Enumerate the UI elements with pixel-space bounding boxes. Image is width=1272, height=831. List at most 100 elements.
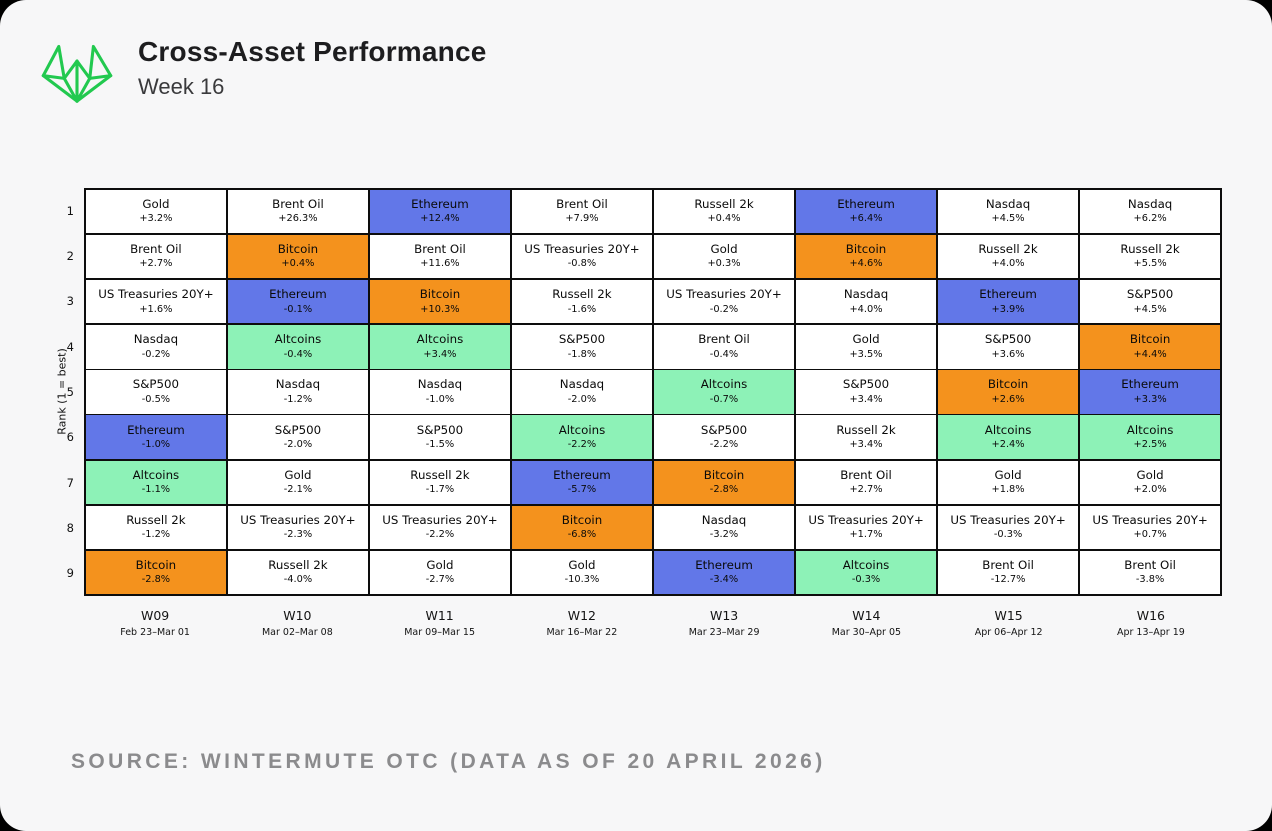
asset-change: +2.0%: [1133, 484, 1167, 496]
cell-w12-rank-9: Gold -10.3%: [511, 550, 653, 595]
cell-w10-rank-9: Russell 2k -4.0%: [227, 550, 369, 595]
asset-name: US Treasuries 20Y+: [382, 512, 498, 527]
asset-name: Nasdaq: [985, 196, 1031, 211]
asset-change: +2.7%: [849, 484, 883, 496]
week-label: W13: [709, 608, 739, 623]
asset-name: Bitcoin: [987, 377, 1029, 392]
rank-tick-7: 7: [66, 475, 74, 490]
asset-change: -3.2%: [709, 529, 739, 541]
asset-name: Gold: [568, 558, 596, 572]
cell-w09-rank-7: Altcoins -1.1%: [85, 460, 227, 504]
cell-w14-rank-2: Bitcoin +4.6%: [795, 234, 937, 279]
cell-w14-rank-6: Russell 2k +3.4%: [795, 415, 937, 459]
asset-name: US Treasuries 20Y+: [1092, 512, 1208, 527]
asset-change: +4.5%: [991, 213, 1025, 225]
cell-w10-rank-7: Gold -2.1%: [227, 460, 369, 504]
wintermute-logo-icon: [41, 44, 113, 103]
x-tick-w09: W09 Feb 23–Mar 01: [84, 608, 226, 638]
week-label: W15: [994, 608, 1023, 623]
cell-w15-rank-1: Nasdaq +4.5%: [937, 189, 1079, 234]
asset-change: -0.3%: [851, 574, 881, 586]
cell-w16-rank-3: S&P500 +4.5%: [1079, 280, 1221, 324]
asset-name: Russell 2k: [836, 422, 896, 437]
asset-name: Altcoins: [842, 558, 890, 572]
cell-w13-rank-7: Bitcoin -2.8%: [653, 460, 795, 504]
asset-name: US Treasuries 20Y+: [950, 512, 1066, 527]
asset-name: Russell 2k: [694, 196, 754, 211]
asset-change: +3.5%: [849, 348, 883, 360]
asset-name: Russell 2k: [1120, 242, 1180, 257]
x-tick-w10: W10 Mar 02–Mar 08: [226, 608, 368, 638]
asset-change: +4.4%: [1133, 348, 1167, 360]
asset-change: -2.1%: [283, 484, 313, 496]
asset-change: +2.4%: [991, 438, 1025, 450]
header: Cross-Asset Performance Week 16: [138, 36, 487, 100]
asset-name: Altcoins: [416, 332, 464, 347]
asset-change: +12.4%: [420, 213, 460, 225]
cell-w11-rank-9: Gold -2.7%: [369, 550, 511, 595]
asset-change: -1.0%: [141, 438, 171, 450]
cell-w11-rank-7: Russell 2k -1.7%: [369, 460, 511, 504]
asset-name: Ethereum: [695, 558, 753, 572]
asset-change: -2.2%: [567, 438, 597, 450]
cell-w12-rank-1: Brent Oil +7.9%: [511, 189, 653, 234]
cell-w10-rank-6: S&P500 -2.0%: [227, 415, 369, 459]
asset-change: -2.2%: [709, 438, 739, 450]
asset-change: -3.8%: [1135, 574, 1165, 586]
week-date-range: Mar 23–Mar 29: [688, 627, 760, 638]
asset-name: S&P500: [274, 422, 322, 437]
asset-name: Brent Oil: [556, 196, 608, 211]
asset-change: +1.8%: [991, 484, 1025, 496]
asset-name: Brent Oil: [840, 467, 892, 482]
asset-name: Nasdaq: [417, 377, 463, 392]
cell-w15-rank-7: Gold +1.8%: [937, 460, 1079, 504]
cell-w15-rank-3: Ethereum +3.9%: [937, 280, 1079, 324]
asset-change: -2.0%: [283, 438, 313, 450]
asset-change: +3.4%: [423, 348, 457, 360]
cell-w16-rank-8: US Treasuries 20Y+ +0.7%: [1079, 505, 1221, 550]
cell-w14-rank-3: Nasdaq +4.0%: [795, 280, 937, 324]
rank-tick-4: 4: [66, 339, 74, 354]
asset-name: Brent Oil: [982, 558, 1034, 572]
asset-name: US Treasuries 20Y+: [808, 512, 924, 527]
cell-w15-rank-2: Russell 2k +4.0%: [937, 234, 1079, 279]
asset-change: +3.2%: [139, 213, 173, 225]
asset-change: -12.7%: [990, 574, 1026, 586]
cell-w09-rank-9: Bitcoin -2.8%: [85, 550, 227, 595]
asset-change: -10.3%: [564, 574, 600, 586]
cell-w14-rank-7: Brent Oil +2.7%: [795, 460, 937, 504]
asset-name: Bitcoin: [845, 242, 887, 257]
asset-change: +7.9%: [565, 213, 599, 225]
asset-name: S&P500: [558, 332, 606, 347]
cell-w09-rank-3: US Treasuries 20Y+ +1.6%: [85, 280, 227, 324]
cell-w13-rank-5: Altcoins -0.7%: [653, 370, 795, 414]
cell-w16-rank-6: Altcoins +2.5%: [1079, 415, 1221, 459]
asset-change: +3.9%: [991, 303, 1025, 315]
rank-tick-3: 3: [66, 294, 74, 309]
cell-w16-rank-1: Nasdaq +6.2%: [1079, 189, 1221, 234]
week-date-range: Feb 23–Mar 01: [120, 627, 190, 638]
asset-change: +0.7%: [1133, 529, 1167, 541]
asset-name: S&P500: [700, 422, 748, 437]
cell-w09-rank-5: S&P500 -0.5%: [85, 370, 227, 414]
cell-w15-rank-8: US Treasuries 20Y+ -0.3%: [937, 505, 1079, 550]
rank-tick-2: 2: [66, 248, 74, 263]
asset-name: Gold: [142, 196, 170, 211]
x-tick-w13: W13 Mar 23–Mar 29: [653, 608, 795, 638]
cell-w12-rank-6: Altcoins -2.2%: [511, 415, 653, 459]
week-date-range: Apr 06–Apr 12: [974, 627, 1043, 638]
asset-name: Bitcoin: [277, 242, 319, 257]
asset-change: -1.7%: [425, 484, 455, 496]
cell-w12-rank-7: Ethereum -5.7%: [511, 460, 653, 504]
asset-change: -0.8%: [567, 258, 597, 270]
asset-name: Nasdaq: [1127, 196, 1173, 211]
asset-change: -2.8%: [141, 574, 171, 586]
asset-name: Nasdaq: [701, 512, 747, 527]
asset-change: -1.1%: [141, 484, 171, 496]
asset-name: Brent Oil: [272, 196, 324, 211]
asset-name: Altcoins: [274, 332, 322, 347]
cell-w16-rank-4: Bitcoin +4.4%: [1079, 325, 1221, 369]
asset-change: -1.2%: [283, 393, 313, 405]
asset-name: Gold: [852, 332, 880, 347]
asset-change: -0.2%: [141, 348, 171, 360]
